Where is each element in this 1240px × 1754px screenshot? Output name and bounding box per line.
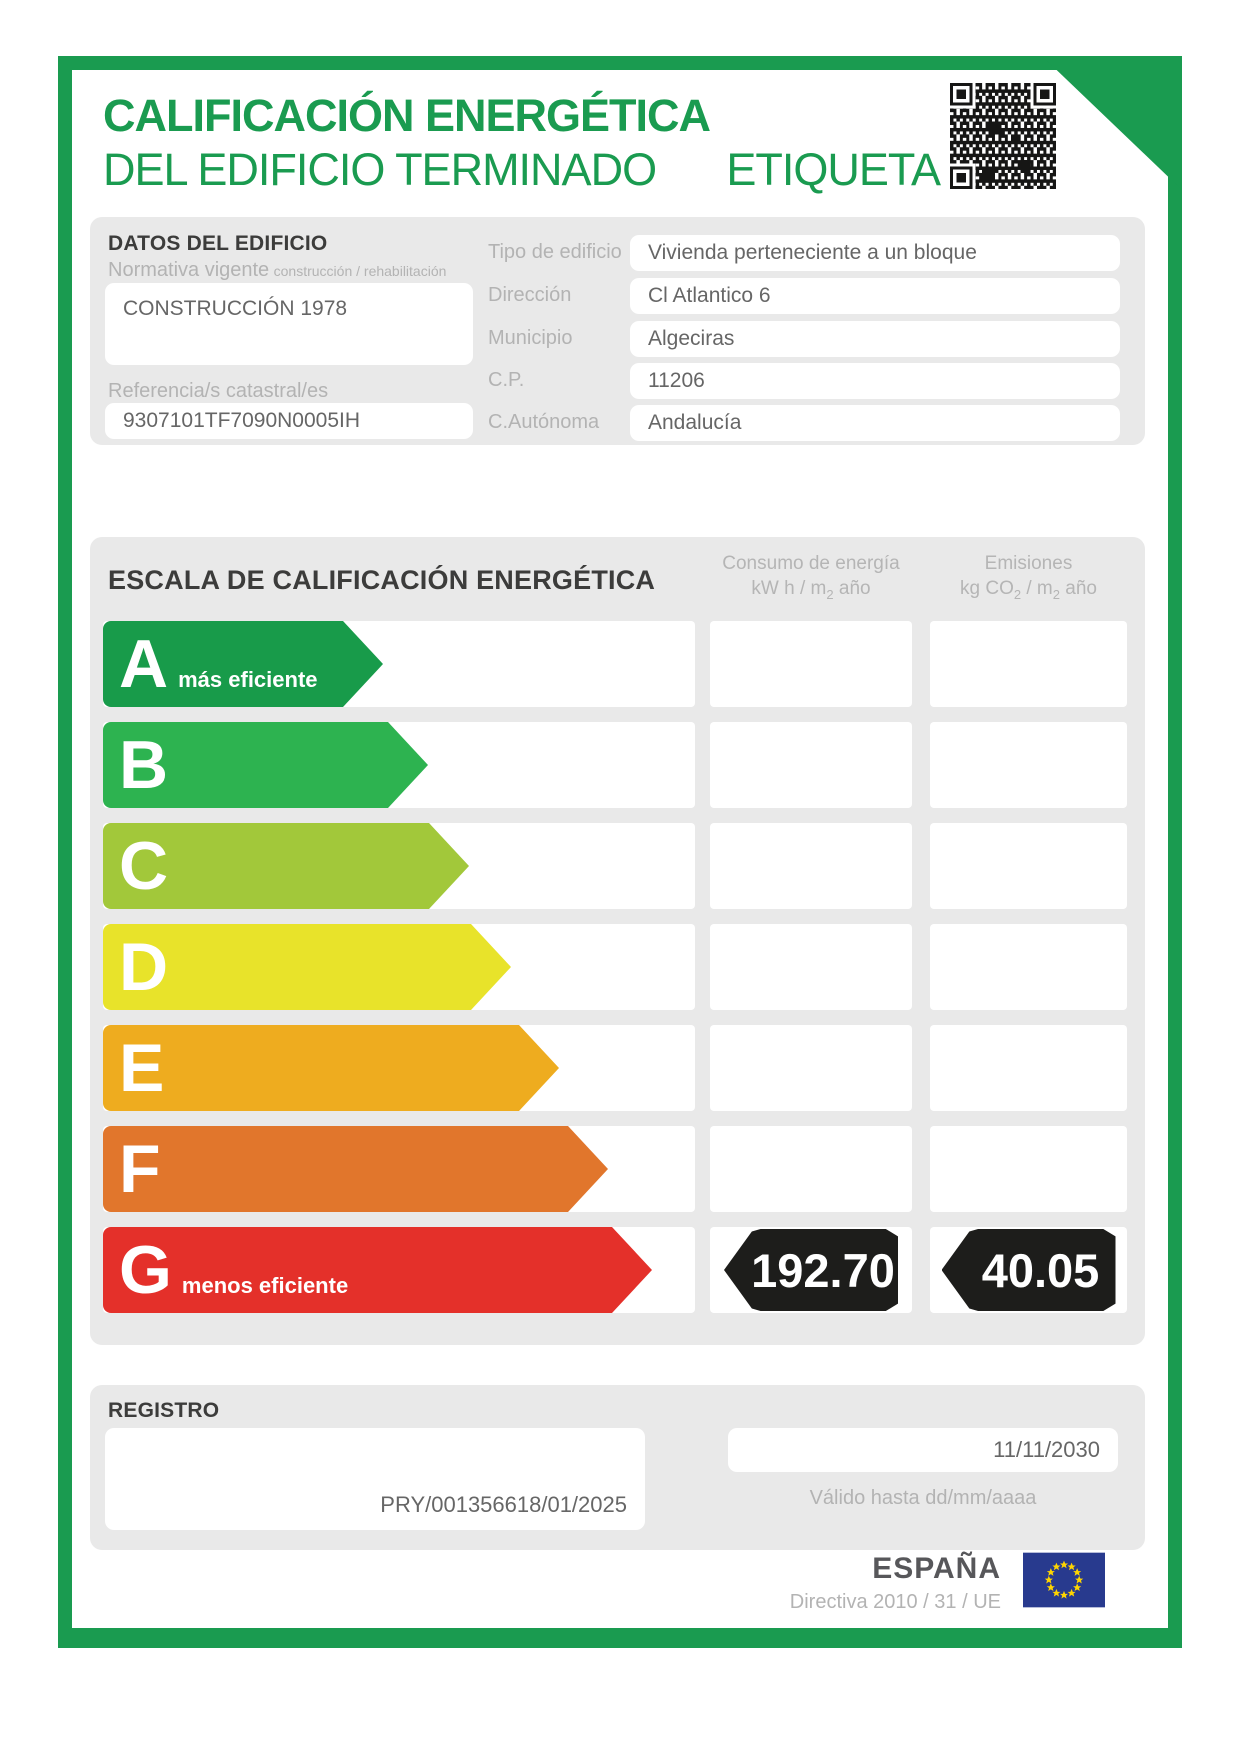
- field-value-text: 11206: [648, 369, 705, 392]
- registry-number: PRY/001356618/01/2025: [380, 1492, 627, 1517]
- rating-row-track: E: [103, 1025, 695, 1111]
- field-label-tipo: Tipo de edificio: [488, 241, 622, 263]
- rating-note: menos eficiente: [181, 1273, 349, 1298]
- field-value-text: Cl Atlantico 6: [648, 284, 771, 307]
- emisiones-cell: [930, 722, 1127, 808]
- scale-row-d: D: [103, 924, 1127, 1010]
- referencia-value: 9307101TF7090N0005IH: [123, 409, 361, 432]
- registry-number-box: PRY/001356618/01/2025: [105, 1428, 645, 1530]
- rating-letter: E: [119, 1030, 165, 1106]
- rating-note: más eficiente: [178, 667, 318, 692]
- rating-arrow-bar: B: [103, 722, 428, 808]
- etiqueta-label: ETIQUETA: [726, 144, 941, 195]
- field-value-cautonoma: Andalucía: [630, 405, 1120, 441]
- page-title-line1: CALIFICACIÓN ENERGÉTICA: [103, 90, 711, 141]
- registry-section-title: REGISTRO: [108, 1399, 220, 1422]
- corner-fold-triangle: [1042, 56, 1182, 190]
- valid-until-label: Válido hasta dd/mm/aaaa: [809, 1487, 1037, 1509]
- field-label-municipio: Municipio: [488, 327, 573, 349]
- field-value-direccion: Cl Atlantico 6: [630, 278, 1120, 314]
- rating-row-track: B: [103, 722, 695, 808]
- emisiones-cell: [930, 924, 1127, 1010]
- rating-letter: D: [119, 929, 169, 1005]
- energy-scale-panel: ESCALA DE CALIFICACIÓN ENERGÉTICA Consum…: [90, 537, 1145, 1345]
- scale-row-b: B: [103, 722, 1127, 808]
- normativa-label: Normativa vigente construcción / rehabil…: [108, 259, 447, 281]
- referencia-label: Referencia/s catastral/es: [108, 380, 329, 402]
- rating-letter: C: [119, 828, 169, 904]
- field-value-text: Vivienda perteneciente a un bloque: [648, 241, 977, 264]
- emisiones-cell: [930, 823, 1127, 909]
- consumo-cell: 192.70: [710, 1227, 912, 1313]
- normativa-value: CONSTRUCCIÓN 1978: [123, 297, 348, 320]
- consumo-cell: [710, 722, 912, 808]
- rating-row-track: C: [103, 823, 695, 909]
- scale-row-e: E: [103, 1025, 1127, 1111]
- rating-row-track: D: [103, 924, 695, 1010]
- registry-panel: REGISTRO PRY/001356618/01/2025 11/11/203…: [90, 1385, 1145, 1550]
- rating-arrow-bar: C: [103, 823, 469, 909]
- page-title-line2: DEL EDIFICIO TERMINADO: [103, 144, 657, 195]
- field-value-tipo: Vivienda perteneciente a un bloque: [630, 235, 1120, 271]
- consumo-cell: [710, 823, 912, 909]
- building-section-title: DATOS DEL EDIFICIO: [108, 232, 328, 255]
- frame-bottom: [58, 1628, 1182, 1648]
- field-label-cautonoma: C.Autónoma: [488, 411, 600, 433]
- country-label: ESPAÑA: [872, 1552, 1001, 1585]
- building-data-panel: DATOS DEL EDIFICIO Normativa vigente con…: [90, 217, 1145, 445]
- rating-letter: G: [119, 1232, 172, 1308]
- footer: ESPAÑA Directiva 2010 / 31 / UE: [600, 1552, 1105, 1614]
- consumo-cell: [710, 924, 912, 1010]
- emisiones-cell: [930, 1025, 1127, 1111]
- consumo-cell: [710, 621, 912, 707]
- normativa-value-box: CONSTRUCCIÓN 1978: [105, 283, 473, 365]
- field-value-municipio: Algeciras: [630, 321, 1120, 357]
- rating-arrow-bar: E: [103, 1025, 559, 1111]
- rating-arrow-bar: F: [103, 1126, 608, 1212]
- emisiones-cell: [930, 1126, 1127, 1212]
- scale-row-c: C: [103, 823, 1127, 909]
- consumo-cell: [710, 1025, 912, 1111]
- frame-right: [1168, 56, 1182, 1648]
- consumo-value-badge: 192.70: [724, 1229, 898, 1311]
- scale-row-f: F: [103, 1126, 1127, 1212]
- field-value-cp: 11206: [630, 363, 1120, 399]
- qr-code-icon: [950, 83, 1056, 189]
- frame-top: [58, 56, 1182, 70]
- rating-letter: A: [119, 626, 169, 702]
- rating-arrow-bar: D: [103, 924, 511, 1010]
- directive-label: Directiva 2010 / 31 / UE: [789, 1591, 1001, 1613]
- field-value-text: Algeciras: [648, 327, 735, 350]
- consumo-column-header: Consumo de energía kW h / m2 año: [722, 553, 900, 602]
- eu-flag-icon: [1023, 1552, 1105, 1608]
- rating-row-track: F: [103, 1126, 695, 1212]
- field-value-text: Andalucía: [648, 411, 742, 434]
- valid-until-box: 11/11/2030: [728, 1428, 1118, 1472]
- referencia-value-box: 9307101TF7090N0005IH: [105, 403, 473, 439]
- valid-until-date: 11/11/2030: [993, 1437, 1100, 1462]
- emisiones-column-header: Emisiones kg CO2 / m2 año: [960, 553, 1097, 602]
- rating-letter: F: [119, 1131, 161, 1207]
- emisiones-cell: 40.05: [930, 1227, 1127, 1313]
- field-label-direccion: Dirección: [488, 284, 572, 306]
- field-label-cp: C.P.: [488, 369, 525, 391]
- scale-section-title: ESCALA DE CALIFICACIÓN ENERGÉTICA: [108, 565, 656, 595]
- frame-left: [58, 56, 72, 1648]
- rating-letter: B: [119, 727, 169, 803]
- emisiones-value-badge: 40.05: [941, 1229, 1116, 1311]
- consumo-cell: [710, 1126, 912, 1212]
- emisiones-cell: [930, 621, 1127, 707]
